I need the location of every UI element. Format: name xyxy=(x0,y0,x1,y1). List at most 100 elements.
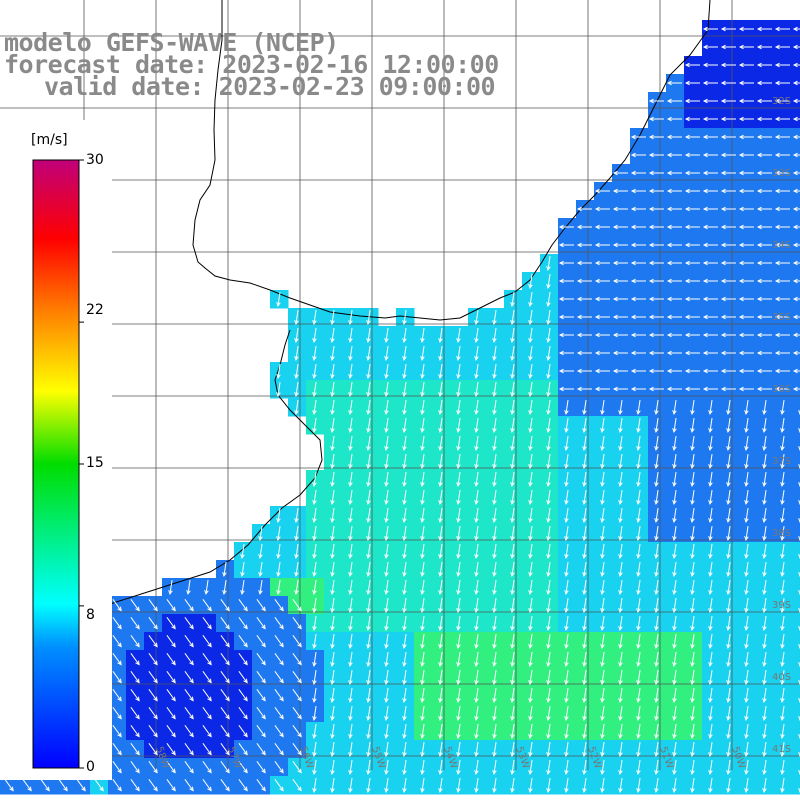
wind-arrow xyxy=(402,670,407,686)
wind-arrow xyxy=(148,653,158,666)
wind-arrow xyxy=(774,278,790,284)
colorbar-gradient xyxy=(32,159,80,769)
wind-arrow xyxy=(348,580,353,596)
wind-arrow xyxy=(636,706,641,722)
wind-arrow xyxy=(792,332,800,338)
wind-arrow xyxy=(384,508,389,524)
wind-arrow xyxy=(492,508,497,524)
wind-arrow xyxy=(762,580,767,596)
wind-arrow xyxy=(274,725,284,738)
wind-arrow xyxy=(438,508,443,524)
wind-arrow xyxy=(330,616,335,632)
wind-arrow xyxy=(702,98,718,104)
wind-arrow xyxy=(330,310,335,326)
wind-arrow xyxy=(666,332,682,338)
wind-arrow xyxy=(726,580,731,596)
wind-arrow xyxy=(792,80,800,86)
wind-arrow xyxy=(330,580,335,596)
wind-arrow xyxy=(738,206,754,212)
wind-arrow xyxy=(618,400,623,416)
wind-arrow xyxy=(690,652,695,668)
wind-arrow xyxy=(276,526,281,542)
wind-arrow xyxy=(528,652,533,668)
wind-arrow xyxy=(184,707,194,720)
wind-arrow xyxy=(456,562,461,578)
wind-arrow xyxy=(618,472,623,488)
wind-arrow xyxy=(666,206,682,212)
wind-arrow xyxy=(564,544,569,560)
wind-arrow xyxy=(618,562,623,578)
wind-arrow xyxy=(510,544,515,560)
wind-arrow xyxy=(702,188,718,194)
wind-arrow xyxy=(636,724,641,740)
wind-arrow xyxy=(726,742,731,758)
wind-arrow xyxy=(546,274,551,290)
wind-arrow xyxy=(564,436,569,452)
wind-arrow xyxy=(792,98,800,104)
wind-arrow xyxy=(438,706,443,722)
wind-arrow xyxy=(292,617,302,630)
wind-arrow xyxy=(702,386,718,392)
wind-arrow xyxy=(618,616,623,632)
wind-arrow xyxy=(456,418,461,434)
wind-arrow xyxy=(726,418,731,434)
wind-arrow xyxy=(366,346,371,362)
wind-arrow xyxy=(348,400,353,416)
wind-arrow xyxy=(130,653,140,666)
wind-arrow xyxy=(148,779,158,792)
wind-arrow xyxy=(702,314,718,320)
wind-arrow xyxy=(756,188,772,194)
wind-arrow xyxy=(528,544,533,560)
wind-arrow xyxy=(330,670,335,686)
wind-arrow xyxy=(330,544,335,560)
wind-arrow xyxy=(618,724,623,740)
wind-arrow xyxy=(184,617,194,630)
wind-arrow xyxy=(576,296,592,302)
wind-arrow xyxy=(402,778,407,794)
wind-arrow xyxy=(274,635,284,648)
wind-arrow xyxy=(612,368,628,374)
wind-arrow xyxy=(274,599,284,612)
wind-arrow xyxy=(630,332,646,338)
wind-arrow xyxy=(528,310,533,326)
wind-arrow xyxy=(366,562,371,578)
wind-arrow xyxy=(672,670,677,686)
wind-arrow xyxy=(564,670,569,686)
wind-arrow xyxy=(744,778,749,794)
wind-arrow xyxy=(166,617,176,630)
wind-arrow xyxy=(438,454,443,470)
wind-arrow xyxy=(744,760,749,776)
wind-arrow xyxy=(112,671,122,684)
wind-arrow xyxy=(726,598,731,614)
wind-arrow xyxy=(738,332,754,338)
wind-arrow xyxy=(744,562,749,578)
wind-arrow xyxy=(690,490,695,506)
wind-arrow xyxy=(256,725,266,738)
wind-arrow xyxy=(792,224,800,230)
wind-arrow xyxy=(474,778,479,794)
wind-arrow xyxy=(528,400,533,416)
wind-arrow xyxy=(666,224,682,230)
wind-arrow xyxy=(708,562,713,578)
wind-arrow xyxy=(474,346,479,362)
wind-arrow xyxy=(636,598,641,614)
wind-arrow xyxy=(348,508,353,524)
wind-arrow xyxy=(780,724,785,740)
wind-arrow xyxy=(774,134,790,140)
wind-arrow xyxy=(762,436,767,452)
wind-arrow xyxy=(166,743,176,756)
wind-arrow xyxy=(780,670,785,686)
wind-arrow xyxy=(780,526,785,542)
wind-arrow xyxy=(672,418,677,434)
wind-arrow xyxy=(292,707,302,720)
wind-arrow xyxy=(330,724,335,740)
wind-arrow xyxy=(492,670,497,686)
wind-arrow xyxy=(756,278,772,284)
wind-arrow xyxy=(612,314,628,320)
wind-arrow xyxy=(546,454,551,470)
wind-arrow xyxy=(744,616,749,632)
wind-arrow xyxy=(330,688,335,704)
wind-arrow xyxy=(672,742,677,758)
wind-arrow xyxy=(630,224,646,230)
wind-arrow xyxy=(202,707,212,720)
